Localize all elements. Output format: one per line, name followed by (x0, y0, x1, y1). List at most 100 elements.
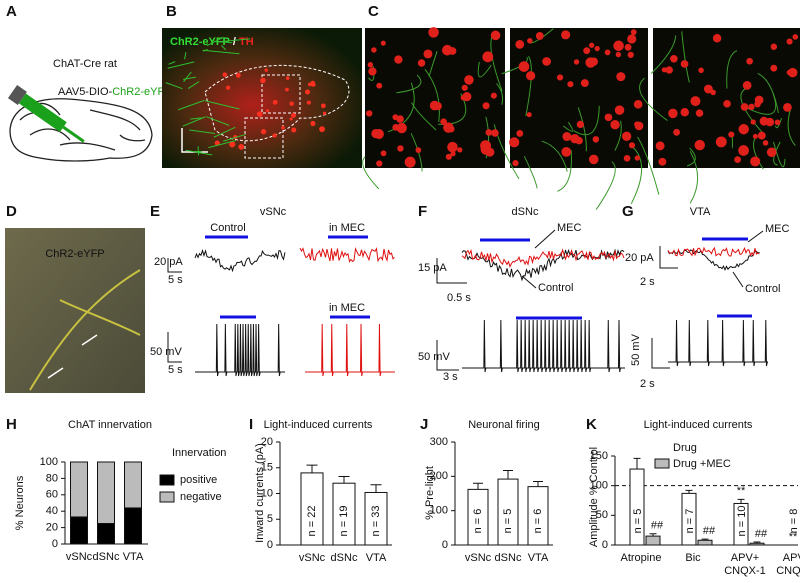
n-label: n = 22 (306, 506, 318, 537)
condition: Control (210, 222, 245, 234)
cell (757, 131, 766, 140)
cell (740, 103, 749, 111)
panel-letter: K (586, 416, 597, 433)
x-tick-label: CNQX-2 (776, 565, 800, 577)
cell (621, 131, 632, 142)
cell (774, 119, 781, 126)
cell (624, 43, 632, 51)
fiber (687, 147, 696, 167)
panel-letter: B (166, 3, 177, 20)
cell (754, 95, 764, 105)
fiber (773, 141, 781, 166)
fiber (185, 149, 213, 156)
scale-bar (167, 258, 182, 273)
n-label: n = 7 (684, 509, 696, 534)
cell (272, 99, 278, 105)
cell (322, 111, 327, 115)
scale-label: 50 mV (150, 346, 182, 358)
cell (695, 109, 704, 117)
cell (392, 124, 400, 131)
fiber (577, 107, 587, 152)
fiber (557, 150, 572, 192)
n-label: n = 5 (632, 509, 644, 534)
legend-swatch (655, 443, 669, 452)
cell (509, 137, 520, 148)
y-tick-label: 100 (590, 480, 608, 492)
cell (592, 136, 600, 143)
y-axis-label: % Neurons (14, 475, 26, 530)
fiber (213, 126, 236, 138)
y-tick-label: 40 (46, 505, 58, 517)
error-bar (701, 538, 709, 541)
cell (235, 72, 241, 78)
n-label: n = 33 (370, 506, 382, 537)
cell (576, 120, 585, 129)
cell (570, 133, 580, 144)
fiber (219, 38, 251, 43)
cell (634, 121, 644, 131)
panel-title: ChAT-Cre rat (53, 58, 117, 70)
scale-label: 20 pA (154, 256, 183, 268)
fiber (167, 61, 195, 69)
fiber (740, 87, 764, 134)
fiber (630, 145, 643, 204)
legend-swatch (159, 474, 175, 486)
significance: ## (703, 525, 716, 537)
panel-letter: I (249, 416, 253, 433)
cell (738, 145, 749, 156)
trace-label: Control (538, 282, 573, 294)
cell (482, 102, 490, 110)
n-label: n = 5 (502, 509, 514, 534)
chart-title: ChAT innervation (68, 419, 152, 431)
panel-letter: E (150, 203, 160, 220)
cell (417, 59, 426, 67)
error-bar (649, 533, 657, 537)
scale-bar (167, 332, 182, 363)
fiber (773, 141, 786, 168)
bar (645, 535, 661, 546)
cell (673, 128, 681, 136)
cell (226, 85, 231, 90)
construct: ChR2-eYFP (112, 86, 171, 98)
cell (627, 34, 637, 44)
cell (703, 84, 713, 94)
cell (457, 147, 463, 153)
y-tick-label: 300 (430, 436, 448, 448)
trace-label: Control (745, 283, 780, 295)
cell (750, 156, 761, 167)
cell (698, 67, 704, 73)
scale-bar (659, 246, 678, 269)
cell (604, 49, 611, 56)
cell (613, 40, 624, 52)
pointer (747, 230, 764, 243)
cell (394, 55, 403, 64)
y-tick-label: 0 (267, 539, 273, 551)
bar-segment (70, 516, 88, 545)
cell (380, 40, 386, 46)
fiber (774, 118, 783, 129)
cell (748, 103, 755, 111)
scale-label: 15 pA (418, 262, 447, 274)
fiber (424, 68, 440, 123)
cell (589, 57, 598, 66)
pointer (521, 275, 537, 289)
cell (367, 62, 374, 68)
cell (746, 57, 753, 65)
cell (440, 118, 447, 125)
fiber (205, 116, 230, 126)
y-tick-label: 60 (46, 489, 58, 501)
cell (723, 99, 731, 108)
fiber (493, 124, 520, 180)
fiber (165, 82, 183, 90)
cell (734, 156, 741, 164)
fiber (563, 122, 574, 132)
cell (306, 100, 311, 105)
cell (376, 160, 383, 167)
trace (194, 248, 286, 273)
cell (742, 81, 752, 90)
legend-label: positive (180, 474, 217, 486)
bar-segment (124, 507, 142, 545)
n-label: n = 8 (788, 509, 800, 534)
cell (222, 72, 228, 77)
